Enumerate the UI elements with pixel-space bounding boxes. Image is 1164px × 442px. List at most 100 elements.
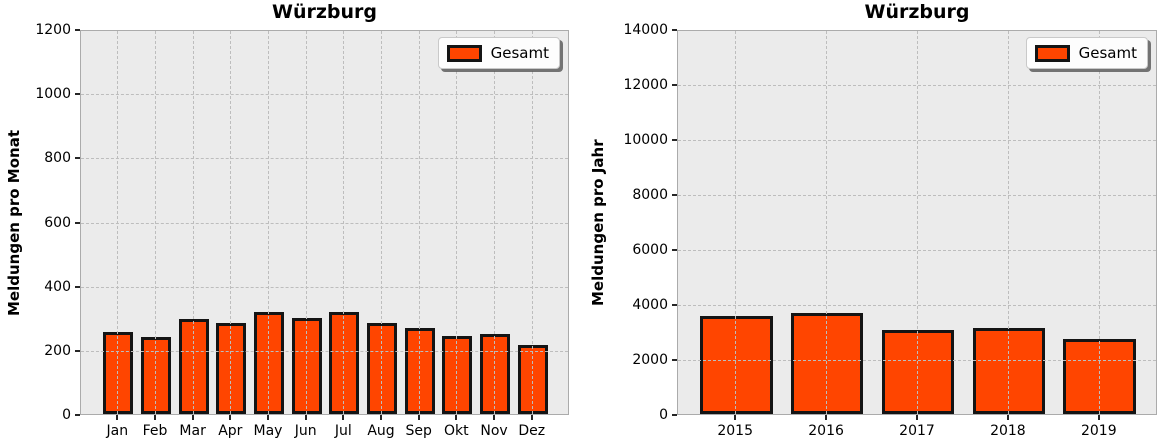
x-tick-label: Jan [106, 423, 129, 439]
gridline [192, 31, 194, 414]
y-tick-label: 600 [44, 214, 71, 231]
bar-Sep [404, 328, 435, 414]
x-tick-label: May [253, 423, 283, 439]
y-tick-mark [672, 84, 677, 86]
legend-label: Gesamt [490, 43, 549, 62]
x-tick-mark [342, 415, 345, 420]
x-tick-mark [116, 415, 119, 420]
y-tick-label: 1200 [35, 22, 71, 38]
gridline [305, 31, 307, 414]
y-tick-label: 800 [44, 150, 71, 167]
x-tick-mark [825, 415, 828, 420]
chart-meldungen-pro-monat: Würzburg Meldungen pro Monat Gesamt 0 200… [5, 1, 569, 439]
chart-title: Würzburg [864, 1, 970, 23]
x-tick-mark [191, 415, 194, 420]
x-tick-mark [1097, 415, 1100, 420]
y-tick-label: 4000 [632, 297, 668, 313]
bar-Jan [103, 332, 134, 414]
x-tick-label: 2019 [1080, 423, 1117, 439]
gridline [267, 31, 269, 414]
legend-swatch-icon [446, 44, 482, 62]
x-tick-mark [380, 415, 382, 420]
x-tick-mark [1006, 415, 1009, 420]
gridline [917, 31, 918, 414]
x-tick-label: Jul [334, 423, 352, 439]
x-tick-label: 2018 [990, 423, 1026, 439]
x-tick-mark [229, 415, 232, 420]
x-tick-mark [417, 415, 420, 420]
x-tick-label: Jun [294, 423, 317, 439]
x-tick-mark [304, 415, 307, 420]
y-tick-mark [672, 194, 677, 196]
y-tick-label: 200 [44, 342, 71, 359]
y-tick-mark [75, 285, 80, 288]
bar-Aug [366, 322, 398, 414]
plot-area [677, 30, 1157, 415]
chart-meldungen-pro-jahr: Würzburg Meldungen pro Jahr Gesamt 0 2000… [582, 0, 1164, 442]
gridline [456, 31, 458, 414]
legend: Gesamt [437, 37, 560, 69]
x-tick-label: 2017 [899, 423, 935, 439]
x-tick-mark [266, 415, 269, 420]
x-tick-label: 2016 [808, 423, 844, 439]
gridline [154, 31, 156, 414]
y-tick-label: 8000 [632, 187, 668, 203]
gridline [81, 286, 568, 288]
gridline [117, 31, 119, 414]
x-tick-mark [455, 415, 458, 420]
y-tick-label: 2000 [632, 352, 668, 368]
y-tick-mark [672, 249, 677, 251]
y-tick-label: 10000 [623, 132, 668, 148]
y-tick-mark [75, 157, 80, 160]
gridline [343, 31, 345, 414]
y-tick-label: 0 [659, 407, 668, 423]
y-tick-mark [75, 221, 80, 224]
gridline [826, 31, 828, 414]
y-tick-mark [672, 304, 677, 306]
x-tick-mark [493, 415, 496, 420]
x-tick-mark [734, 415, 737, 420]
x-tick-label: Feb [142, 423, 168, 439]
x-tick-label: Dez [518, 423, 546, 439]
chart-title: Würzburg [271, 1, 377, 23]
x-tick-label: Apr [218, 423, 243, 439]
y-tick-label: 14000 [623, 22, 668, 38]
legend: Gesamt [1025, 37, 1148, 69]
gridline [81, 94, 568, 96]
y-tick-mark [75, 93, 80, 96]
gridline [531, 31, 533, 414]
plot-area [80, 30, 569, 415]
x-tick-label: Nov [480, 423, 508, 439]
bar-Okt [442, 335, 473, 414]
gridline [1007, 31, 1009, 414]
x-tick-label: 2015 [717, 423, 753, 439]
gridline [81, 222, 568, 224]
y-tick-label: 6000 [632, 242, 668, 258]
bar-Jun [291, 317, 322, 414]
y-tick-label: 1000 [35, 86, 71, 103]
x-tick-label: Okt [444, 423, 469, 439]
y-tick-label: 12000 [623, 77, 668, 93]
bar-2016 [790, 312, 864, 414]
x-tick-label: Aug [367, 423, 395, 439]
bar-2015 [699, 316, 773, 414]
gridline [418, 31, 420, 414]
y-tick-mark [75, 29, 80, 31]
gridline [81, 350, 568, 352]
y-tick-mark [672, 139, 677, 141]
y-tick-mark [75, 414, 80, 416]
bar-Jul [329, 312, 360, 414]
x-tick-mark [530, 415, 533, 420]
x-tick-label: Sep [405, 423, 432, 439]
y-tick-mark [672, 414, 677, 416]
x-tick-mark [153, 415, 156, 420]
gridline [1098, 31, 1100, 414]
legend-swatch-icon [1034, 44, 1070, 62]
y-tick-mark [672, 359, 677, 361]
gridline [230, 31, 232, 414]
gridline [381, 31, 382, 414]
x-tick-mark [916, 415, 918, 420]
y-tick-label: 400 [44, 278, 71, 295]
y-tick-mark [75, 349, 80, 352]
